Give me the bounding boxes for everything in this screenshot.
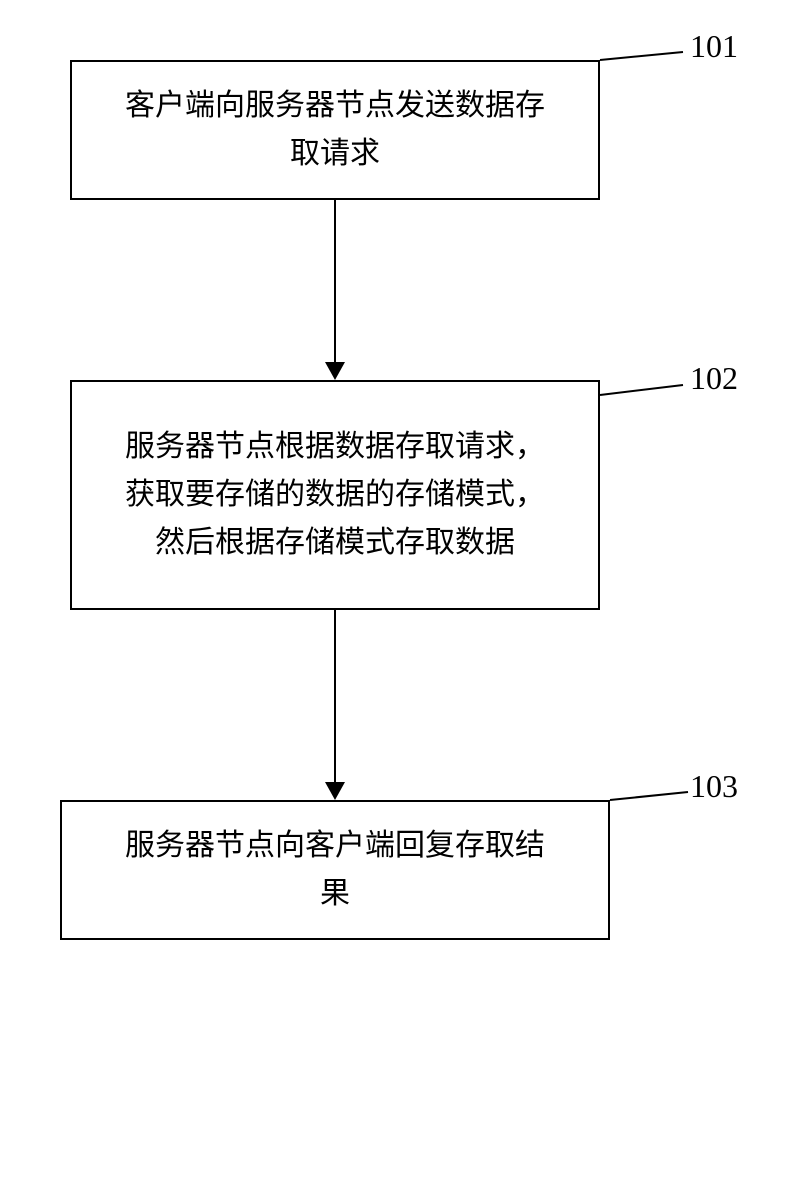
node-3-text: 服务器节点向客户端回复存取结果 <box>125 822 545 918</box>
arrow-1-line <box>334 200 336 362</box>
label-connector-2 <box>598 375 688 405</box>
flowchart-node-1: 客户端向服务器节点发送数据存取请求 <box>70 60 600 200</box>
node-3-label: 103 <box>690 768 738 805</box>
flowchart-node-2: 服务器节点根据数据存取请求，获取要存储的数据的存储模式，然后根据存储模式存取数据 <box>70 380 600 610</box>
node-1-label: 101 <box>690 28 738 65</box>
arrow-2-head <box>325 782 345 800</box>
label-connector-1 <box>598 42 688 72</box>
node-1-text: 客户端向服务器节点发送数据存取请求 <box>125 82 545 178</box>
arrow-1-head <box>325 362 345 380</box>
node-2-text: 服务器节点根据数据存取请求，获取要存储的数据的存储模式，然后根据存储模式存取数据 <box>125 423 545 567</box>
node-2-label: 102 <box>690 360 738 397</box>
label-connector-3 <box>608 782 698 812</box>
arrow-2-line <box>334 610 336 782</box>
flowchart-container: 客户端向服务器节点发送数据存取请求 101 服务器节点根据数据存取请求，获取要存… <box>0 0 800 1184</box>
flowchart-node-3: 服务器节点向客户端回复存取结果 <box>60 800 610 940</box>
